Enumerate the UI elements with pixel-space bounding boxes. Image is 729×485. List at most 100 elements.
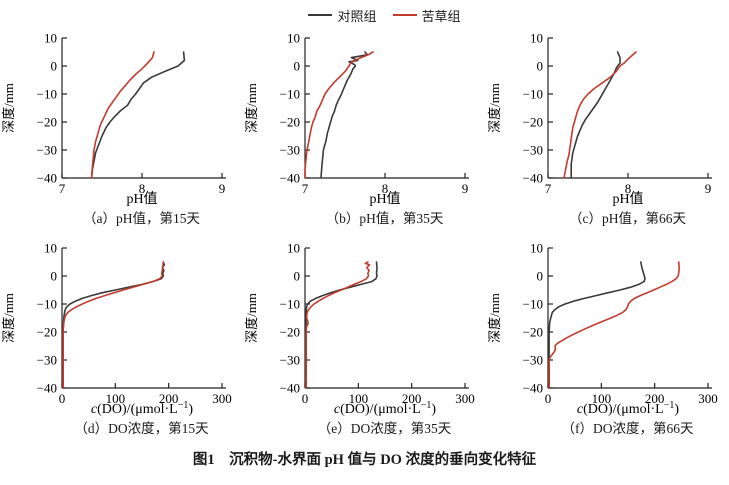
chart-grid: 10 0 −10 −20 −30 −40 7 8 9 深度/mm pH值 （a）pH值，第15天 1… xyxy=(0,26,729,440)
y-tick-label: 10 xyxy=(530,31,543,46)
series-line-control xyxy=(90,51,186,179)
chart-f-canvas: 100−10−20−30−400 100 200 300深度/mmc(DO)/(μmo… xyxy=(487,241,718,418)
y-axis-label: 深度/mm xyxy=(244,83,259,133)
x-axis-label: c(DO)/(μmol·L−1) xyxy=(91,400,193,417)
y-tick-label: −10 xyxy=(280,87,300,102)
series-line-vallisneria xyxy=(548,261,680,389)
y-tick-label: −40 xyxy=(280,171,300,186)
y-tick-label: −40 xyxy=(37,171,57,186)
chart-c-canvas: 10 0 −10 −20 −30 −407 8 9 深度/mm pH值 xyxy=(487,31,712,207)
series-line-control xyxy=(320,51,369,179)
x-tick-label: 200 xyxy=(402,391,422,406)
chart-cell-a: 10 0 −10 −20 −30 −40 7 8 9 深度/mm pH值 （a）pH值，第15天 xyxy=(0,26,243,230)
y-axis-label: 深度/mm xyxy=(1,83,16,133)
chart-b-canvas: 10 0 −10 −20 −30 −407 8 9 深度/mm pH值 xyxy=(244,31,469,207)
y-tick-label: 0 xyxy=(294,59,301,74)
y-tick-label: −10 xyxy=(523,87,543,102)
x-axis-label: c(DO)/(μmol·L−1) xyxy=(334,400,436,417)
y-tick-label: 10 xyxy=(44,241,57,256)
chart-cell-b: 10 0 −10 −20 −30 −40 7 8 9 深度/mm pH值 （b）pH值，第35天 xyxy=(243,26,486,230)
legend-label-vallisneria: 苦草组 xyxy=(421,8,461,24)
x-tick-label: 9 xyxy=(219,181,226,196)
x-tick-label: 7 xyxy=(302,181,309,196)
x-tick-label: 100 xyxy=(349,391,369,406)
subcaption-f: （f）DO浓度，第66天 xyxy=(561,421,694,436)
series-line-control xyxy=(62,261,166,389)
y-tick-label: −20 xyxy=(523,325,543,340)
y-tick-label: 10 xyxy=(287,241,300,256)
x-tick-label: 8 xyxy=(625,181,632,196)
y-tick-label: −10 xyxy=(523,297,543,312)
chart-b: 10 0 −10 −20 −30 −40 7 8 9 深度/mm pH值 xyxy=(243,26,486,210)
y-axis-label: 深度/mm xyxy=(1,293,16,343)
chart-e-canvas: 100−10−20−30−400 100 200 300深度/mmc(DO)/(μmo… xyxy=(244,241,475,418)
y-tick-label: 0 xyxy=(537,59,544,74)
y-tick-label: −10 xyxy=(280,297,300,312)
chart-d: 10 0 −10 −20 −30 −40 0 100 200 300 深度/mm c(DO)/(μmo… xyxy=(0,236,243,420)
y-tick-label: −20 xyxy=(523,115,543,130)
subcaption-b: （b）pH值，第35天 xyxy=(325,211,444,226)
subcaption-a: （a）pH值，第15天 xyxy=(83,211,200,226)
series-line-vallisneria xyxy=(563,51,637,179)
x-tick-label: 300 xyxy=(698,391,718,406)
y-tick-label: 0 xyxy=(51,59,58,74)
y-tick-label: −40 xyxy=(523,381,543,396)
x-tick-label: 200 xyxy=(645,391,665,406)
y-tick-label: 0 xyxy=(294,269,301,284)
series-line-vallisneria xyxy=(90,51,155,179)
y-tick-label: −40 xyxy=(280,381,300,396)
y-tick-label: −20 xyxy=(37,325,57,340)
legend: 对照组 苦草组 xyxy=(0,4,729,26)
y-tick-label: −30 xyxy=(523,353,543,368)
y-tick-label: −30 xyxy=(37,143,57,158)
series-line-vallisneria xyxy=(62,261,165,389)
x-tick-label: 7 xyxy=(545,181,552,196)
chart-a: 10 0 −10 −20 −30 −40 7 8 9 深度/mm pH值 xyxy=(0,26,243,210)
y-tick-label: 10 xyxy=(44,31,57,46)
legend-line-vallisneria xyxy=(392,14,417,16)
y-tick-label: −30 xyxy=(523,143,543,158)
chart-cell-d: 10 0 −10 −20 −30 −40 0 100 200 300 深度/mm c(DO)/(μmo… xyxy=(0,236,243,440)
chart-cell-c: 10 0 −10 −20 −30 −40 7 8 9 深度/mm pH值 （c）pH值，第66天 xyxy=(486,26,729,230)
series-line-vallisneria xyxy=(304,51,374,179)
y-tick-label: −30 xyxy=(280,143,300,158)
subcaption-e: （e）DO浓度，第35天 xyxy=(317,421,452,436)
chart-a-canvas: 10 0 −10 −20 −30 −407 8 9 深度/mm pH值 xyxy=(1,31,226,207)
y-tick-label: 0 xyxy=(537,269,544,284)
legend-item-vallisneria: 苦草组 xyxy=(392,6,461,25)
y-tick-label: −20 xyxy=(280,115,300,130)
x-tick-label: 0 xyxy=(59,391,66,406)
x-tick-label: 300 xyxy=(212,391,232,406)
subcaption-c: （c）pH值，第66天 xyxy=(569,211,686,226)
x-tick-label: 8 xyxy=(382,181,389,196)
y-tick-label: −40 xyxy=(523,171,543,186)
y-tick-label: −30 xyxy=(280,353,300,368)
legend-label-control: 对照组 xyxy=(337,8,377,24)
series-line-vallisneria xyxy=(305,261,371,389)
x-tick-label: 100 xyxy=(592,391,612,406)
legend-item-control: 对照组 xyxy=(308,6,377,25)
x-tick-label: 7 xyxy=(59,181,66,196)
y-tick-label: 10 xyxy=(530,241,543,256)
x-tick-label: 0 xyxy=(302,391,309,406)
x-tick-label: 100 xyxy=(106,391,126,406)
chart-cell-f: 10 0 −10 −20 −30 −40 0 100 200 300 深度/mm c(DO)/(μmo… xyxy=(486,236,729,440)
chart-cell-e: 10 0 −10 −20 −30 −40 0 100 200 300 深度/mm c(DO)/(μmo… xyxy=(243,236,486,440)
y-tick-label: −40 xyxy=(37,381,57,396)
y-tick-label: −10 xyxy=(37,297,57,312)
y-tick-label: −30 xyxy=(37,353,57,368)
subcaption-d: （d）DO浓度，第15天 xyxy=(74,421,209,436)
chart-c: 10 0 −10 −20 −30 −40 7 8 9 深度/mm pH值 xyxy=(486,26,729,210)
y-tick-label: −10 xyxy=(37,87,57,102)
y-tick-label: 0 xyxy=(51,269,58,284)
x-axis-label: pH值 xyxy=(369,191,400,207)
x-tick-label: 300 xyxy=(455,391,475,406)
series-line-control xyxy=(305,261,378,389)
x-axis-label: pH值 xyxy=(612,191,643,207)
x-tick-label: 200 xyxy=(159,391,179,406)
series-line-control xyxy=(548,261,646,389)
x-tick-label: 8 xyxy=(139,181,146,196)
y-axis-label: 深度/mm xyxy=(487,83,502,133)
series-line-control xyxy=(570,51,621,179)
